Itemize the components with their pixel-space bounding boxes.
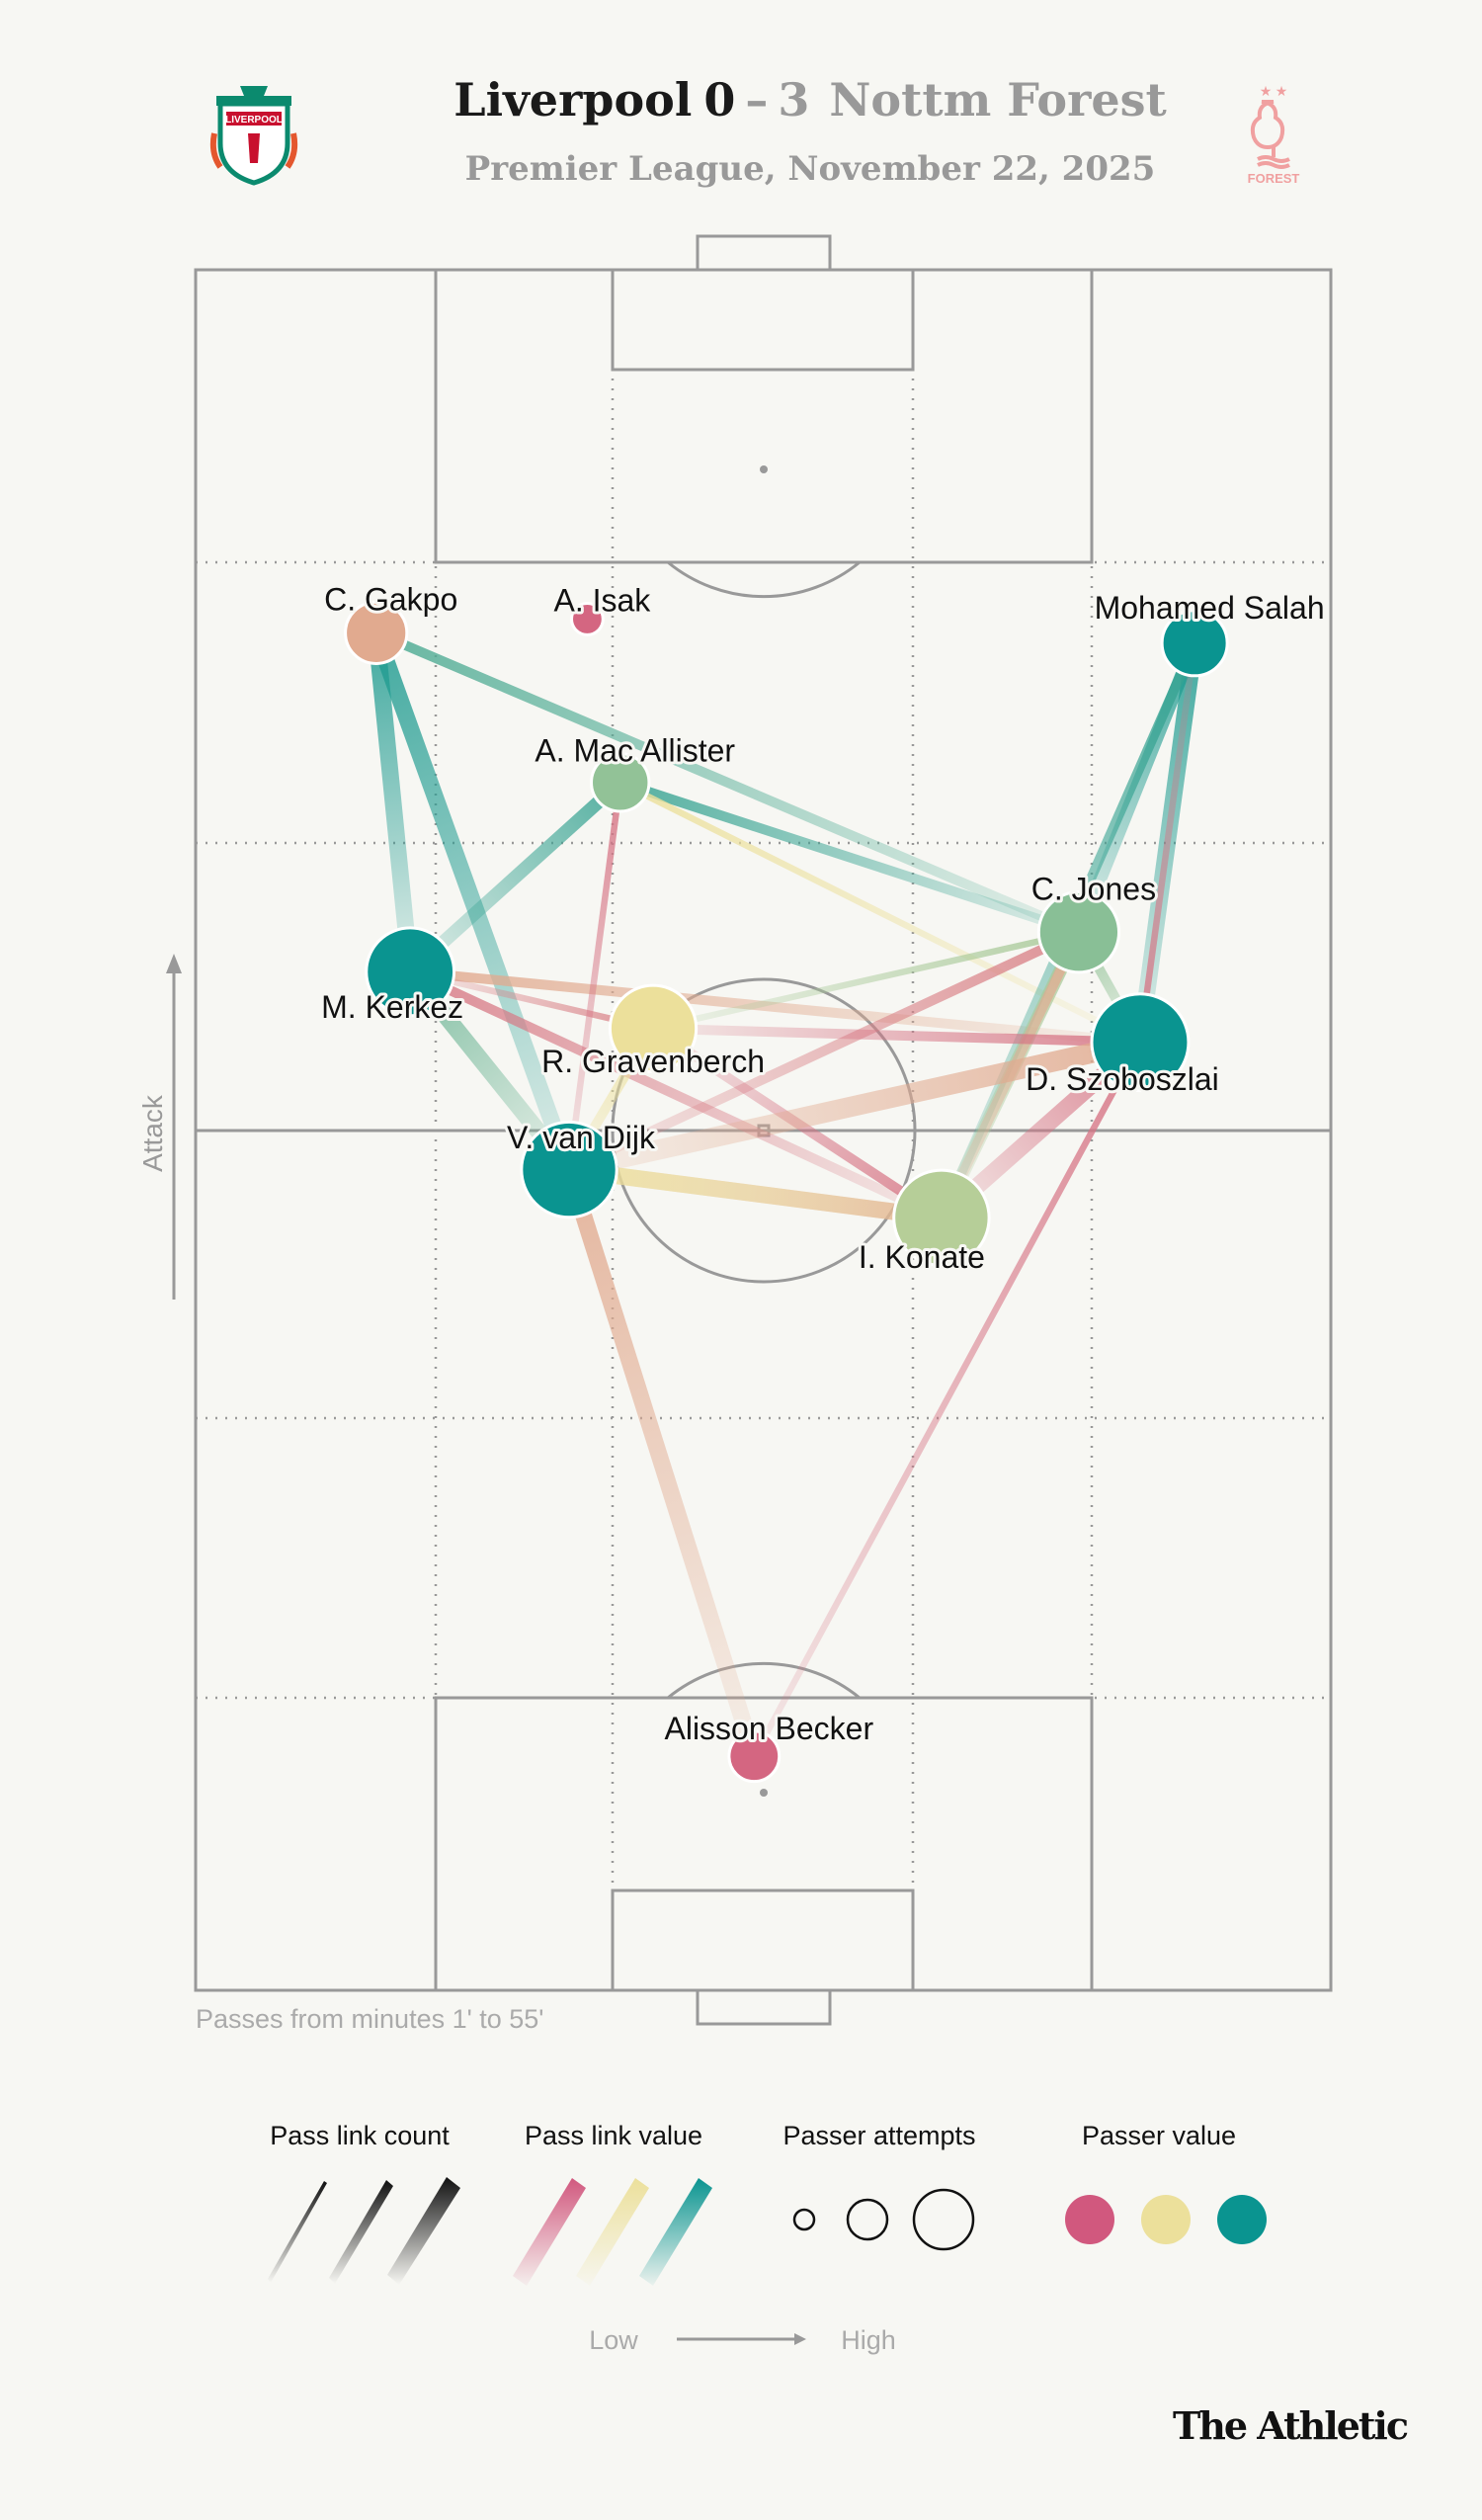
legend-attempts-title: Passer attempts xyxy=(782,2121,975,2150)
pass-link-vandijk-gakpo xyxy=(368,630,578,1173)
subtitle: Premier League, November 22, 2025 xyxy=(465,149,1156,189)
top-goal xyxy=(696,234,832,272)
away-logo-text: FOREST xyxy=(1248,171,1300,186)
player-label-konate: I. Konate xyxy=(859,1239,985,1275)
pass-links xyxy=(368,628,1203,1759)
legend-count-title: Pass link count xyxy=(270,2121,450,2150)
player-node-becker[interactable] xyxy=(727,1729,782,1784)
pass-link-gravenberch-jones xyxy=(652,929,1080,1032)
brand-logo: The Athletic xyxy=(1173,2403,1408,2448)
legend-attempts-low xyxy=(792,2208,816,2231)
match-title: Liverpool 0–3 Nottm Forest xyxy=(453,73,1167,126)
svg-text:★: ★ xyxy=(1276,85,1288,100)
pass-link-konate-kerkez xyxy=(408,966,944,1222)
bottom-penalty-spot xyxy=(760,1789,768,1797)
player-label-macallister: A. Mac Allister xyxy=(535,733,735,769)
player-label-isak: A. Isak xyxy=(553,583,651,619)
legend-value-low xyxy=(513,2178,586,2286)
player-node-gravenberch[interactable] xyxy=(608,983,699,1073)
player-label-szoboszlai: D. Szoboszlai xyxy=(1026,1061,1219,1097)
pass-link-konate-vandijk xyxy=(567,1161,943,1226)
pass-link-becker-vandijk xyxy=(560,1166,763,1759)
home-team: Liverpool xyxy=(453,73,692,126)
legend-count-mid xyxy=(329,2180,393,2284)
pass-link-becker-szoboszlai xyxy=(751,1041,1143,1758)
legend-attempts-high xyxy=(912,2188,975,2251)
player-node-isak[interactable] xyxy=(570,602,605,636)
player-label-jones: C. Jones xyxy=(1031,872,1156,907)
pass-link-jones-macallister xyxy=(618,778,1081,938)
legend-attempts-circles xyxy=(792,2188,975,2251)
player-label-becker: Alisson Becker xyxy=(664,1711,873,1746)
top-six-yard-box xyxy=(611,268,915,372)
legend-passer-value-title: Passer value xyxy=(1082,2121,1236,2150)
legend-count-low xyxy=(268,2181,327,2283)
player-labels: C. Gakpo A. Isak A. Mac Allister Mohamed Sa… xyxy=(318,578,1327,1749)
legend: Pass link count Pass link value Passer a… xyxy=(268,2121,1267,2355)
attack-arrow: Attack xyxy=(137,954,182,1300)
top-penalty-spot xyxy=(760,465,768,473)
caption: Passes from minutes 1' to 55' xyxy=(196,2004,543,2034)
legend-passer-value-high xyxy=(1217,2195,1267,2244)
legend-value-high xyxy=(639,2178,712,2286)
pass-link-vandijk-szoboszlai xyxy=(566,1032,1143,1180)
player-label-vandijk: V. van Dijk xyxy=(507,1120,656,1155)
home-logo-text: LIVERPOOL xyxy=(225,115,283,126)
pass-link-szoboszlai-kerkez xyxy=(409,966,1141,1048)
legend-value-mid xyxy=(576,2178,649,2286)
away-team: Nottm Forest xyxy=(829,73,1167,126)
legend-count-swatches xyxy=(268,2177,460,2285)
svg-text:★: ★ xyxy=(1260,85,1273,100)
legend-passer-value-mid xyxy=(1141,2195,1191,2244)
pass-link-gravenberch-szoboszlai xyxy=(652,1023,1141,1048)
player-label-gravenberch: R. Gravenberch xyxy=(541,1044,765,1079)
player-node-gakpo[interactable] xyxy=(344,600,409,665)
pass-link-vandijk-jones xyxy=(566,927,1082,1175)
legend-passer-value-low xyxy=(1065,2195,1114,2244)
pass-link-jones-gakpo xyxy=(373,628,1081,937)
player-node-vandijk[interactable] xyxy=(520,1120,618,1219)
player-node-konate[interactable] xyxy=(892,1168,991,1267)
player-label-salah: Mohamed Salah xyxy=(1095,590,1325,626)
attack-label: Attack xyxy=(137,1094,168,1172)
top-penalty-box xyxy=(434,268,1094,564)
legend-value-swatches xyxy=(513,2178,712,2286)
legend-attempts-mid xyxy=(846,2198,889,2241)
pass-link-kerkez-gakpo xyxy=(368,631,419,973)
pass-link-salah-szoboszlai xyxy=(1136,642,1198,1044)
bottom-goal xyxy=(696,1988,832,2026)
legend-count-high xyxy=(387,2177,460,2285)
score-separator: – xyxy=(745,73,768,126)
player-label-gakpo: C. Gakpo xyxy=(324,581,457,617)
player-node-jones[interactable] xyxy=(1036,890,1121,974)
home-score: 0 xyxy=(703,73,735,126)
legend-value-title: Pass link value xyxy=(525,2121,702,2150)
legend-passer-value-dots xyxy=(1065,2195,1267,2244)
home-logo: LIVERPOOL xyxy=(209,86,298,186)
legend-arrow xyxy=(677,2333,806,2345)
player-label-kerkez: M. Kerkez xyxy=(321,989,463,1025)
away-score: 3 xyxy=(778,73,809,126)
center-circle xyxy=(611,977,917,1284)
player-node-szoboszlai[interactable] xyxy=(1090,992,1191,1093)
legend-high-label: High xyxy=(841,2325,896,2355)
pass-link-kerkez-macallister xyxy=(405,777,625,977)
bottom-penalty-arc xyxy=(667,1661,861,1700)
top-penalty-arc xyxy=(667,560,861,599)
players xyxy=(344,600,1229,1784)
player-node-macallister[interactable] xyxy=(590,752,651,813)
bottom-six-yard-box xyxy=(611,1889,915,1992)
legend-low-label: Low xyxy=(589,2325,638,2355)
player-node-salah[interactable] xyxy=(1160,609,1229,678)
away-logo: ★ ★ FOREST xyxy=(1248,85,1300,186)
player-node-kerkez[interactable] xyxy=(365,926,456,1018)
pass-link-vandijk-macallister xyxy=(565,782,623,1170)
